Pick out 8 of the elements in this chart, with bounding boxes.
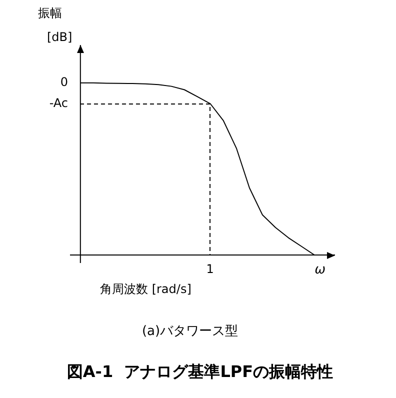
text: 図A-1 アナログ基準LPFの振幅特性 [66, 362, 334, 382]
text: ω [314, 262, 326, 278]
y-axis-title: 振幅 [dB] [38, 6, 72, 44]
text: -Ac [49, 96, 68, 110]
text: 0 [60, 75, 68, 90]
text: (a)バタワース型 [142, 324, 238, 339]
x-axis-title: 角周波数 [rad/s] [100, 282, 192, 296]
text: 1 [206, 262, 214, 276]
